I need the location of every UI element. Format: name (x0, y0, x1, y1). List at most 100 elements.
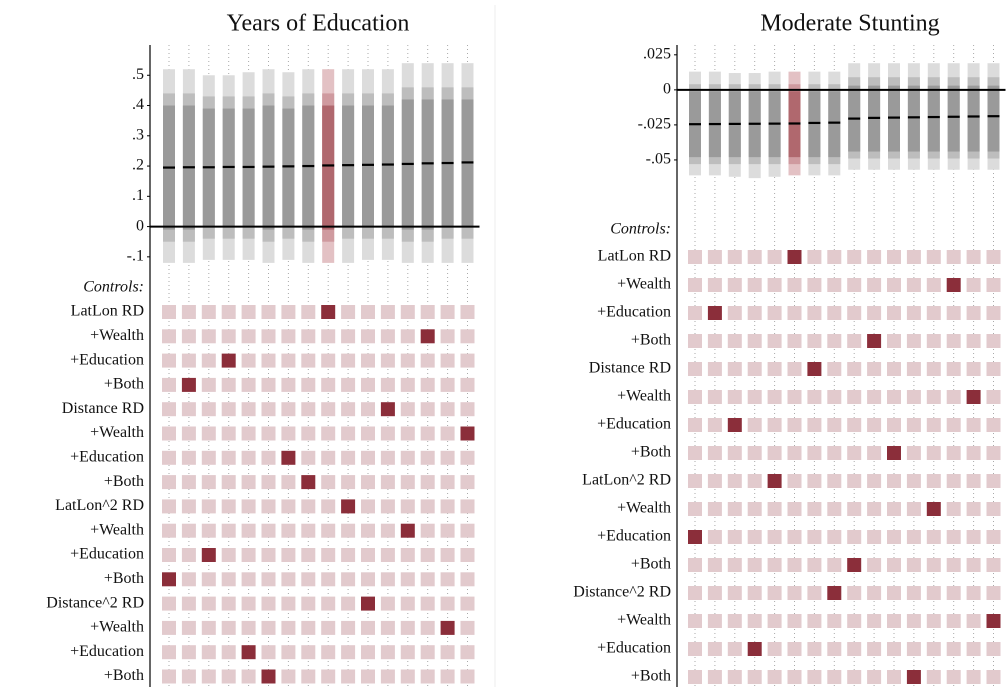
control-cell (847, 418, 862, 432)
control-cell (688, 362, 702, 376)
control-cell (847, 530, 862, 544)
control-cell (380, 329, 395, 344)
control-cell (787, 474, 802, 488)
control-cell (181, 353, 196, 368)
control-cell (460, 548, 475, 562)
control-cell (301, 596, 316, 611)
control-cell (986, 670, 1001, 684)
control-cell (301, 572, 316, 587)
control-cell (281, 572, 296, 587)
control-cell (707, 558, 722, 572)
control-cell (420, 426, 435, 441)
control-label: +Wealth (90, 327, 144, 344)
control-cell (400, 402, 415, 417)
control-cell (341, 426, 356, 441)
control-cell (767, 558, 782, 572)
control-label: +Wealth (617, 500, 671, 517)
controls-label: Controls: (610, 221, 671, 238)
control-cell (707, 362, 722, 376)
control-cell (281, 548, 296, 562)
control-cell (181, 402, 196, 417)
ci-band (302, 105, 315, 230)
control-cell (361, 499, 375, 514)
control-cell (241, 353, 256, 368)
control-cell (261, 572, 276, 587)
control-cell (181, 669, 196, 684)
control-cell (906, 278, 921, 292)
control-cell (867, 670, 882, 684)
control-cell (827, 390, 842, 404)
control-cell (787, 418, 802, 432)
control-cell (946, 558, 961, 572)
control-cell (847, 278, 862, 292)
control-cell (847, 642, 862, 656)
control-cell (162, 402, 176, 417)
control-cell (201, 572, 216, 587)
control-cell (261, 353, 276, 368)
control-cell (341, 620, 356, 635)
control-cell (688, 642, 702, 656)
control-cell (460, 377, 475, 392)
control-cell (887, 334, 901, 348)
control-cell (221, 523, 236, 538)
control-cell (727, 502, 742, 516)
control-cell (688, 306, 702, 320)
control-cell (460, 572, 475, 587)
control-cell (946, 446, 961, 460)
control-cell (966, 502, 981, 516)
control-cell (400, 450, 415, 465)
control-cell (201, 329, 216, 344)
control-cell (162, 645, 176, 660)
control-cell (380, 450, 395, 465)
control-cell (807, 670, 822, 684)
control-cell (906, 474, 921, 488)
control-cell (361, 548, 375, 562)
control-cell (361, 669, 375, 684)
control-cell (281, 499, 296, 514)
control-cell (221, 596, 236, 611)
control-cell (688, 250, 702, 264)
control-cell (221, 620, 236, 635)
control-cell (460, 329, 475, 344)
control-cell (707, 502, 722, 516)
control-label: LatLon^2 RD (582, 472, 671, 489)
control-cell (747, 278, 762, 292)
control-cell (906, 642, 921, 656)
control-selected (221, 353, 236, 368)
control-cell (727, 446, 742, 460)
control-cell (767, 390, 782, 404)
control-cell (867, 558, 882, 572)
control-cell (341, 402, 356, 417)
control-cell (321, 572, 336, 587)
control-cell (906, 446, 921, 460)
control-label: +Education (597, 416, 671, 433)
control-cell (221, 572, 236, 587)
control-cell (281, 305, 296, 319)
control-cell (787, 362, 802, 376)
control-cell (867, 502, 882, 516)
control-cell (807, 474, 822, 488)
ci-band (907, 85, 920, 152)
control-cell (966, 558, 981, 572)
control-cell (420, 475, 435, 490)
control-cell (847, 250, 862, 264)
control-cell (321, 596, 336, 611)
control-cell (767, 418, 782, 432)
control-cell (380, 669, 395, 684)
control-cell (281, 669, 296, 684)
control-label: +Wealth (90, 521, 144, 538)
control-cell (241, 329, 256, 344)
y-tick-label: 0 (663, 81, 671, 98)
control-cell (181, 450, 196, 465)
control-cell (986, 474, 1001, 488)
control-cell (301, 669, 316, 684)
control-cell (181, 305, 196, 319)
control-cell (847, 502, 862, 516)
control-selected (807, 362, 822, 376)
control-cell (201, 426, 216, 441)
control-cell (400, 572, 415, 587)
control-cell (787, 670, 802, 684)
control-selected (707, 306, 722, 320)
control-cell (926, 250, 941, 264)
